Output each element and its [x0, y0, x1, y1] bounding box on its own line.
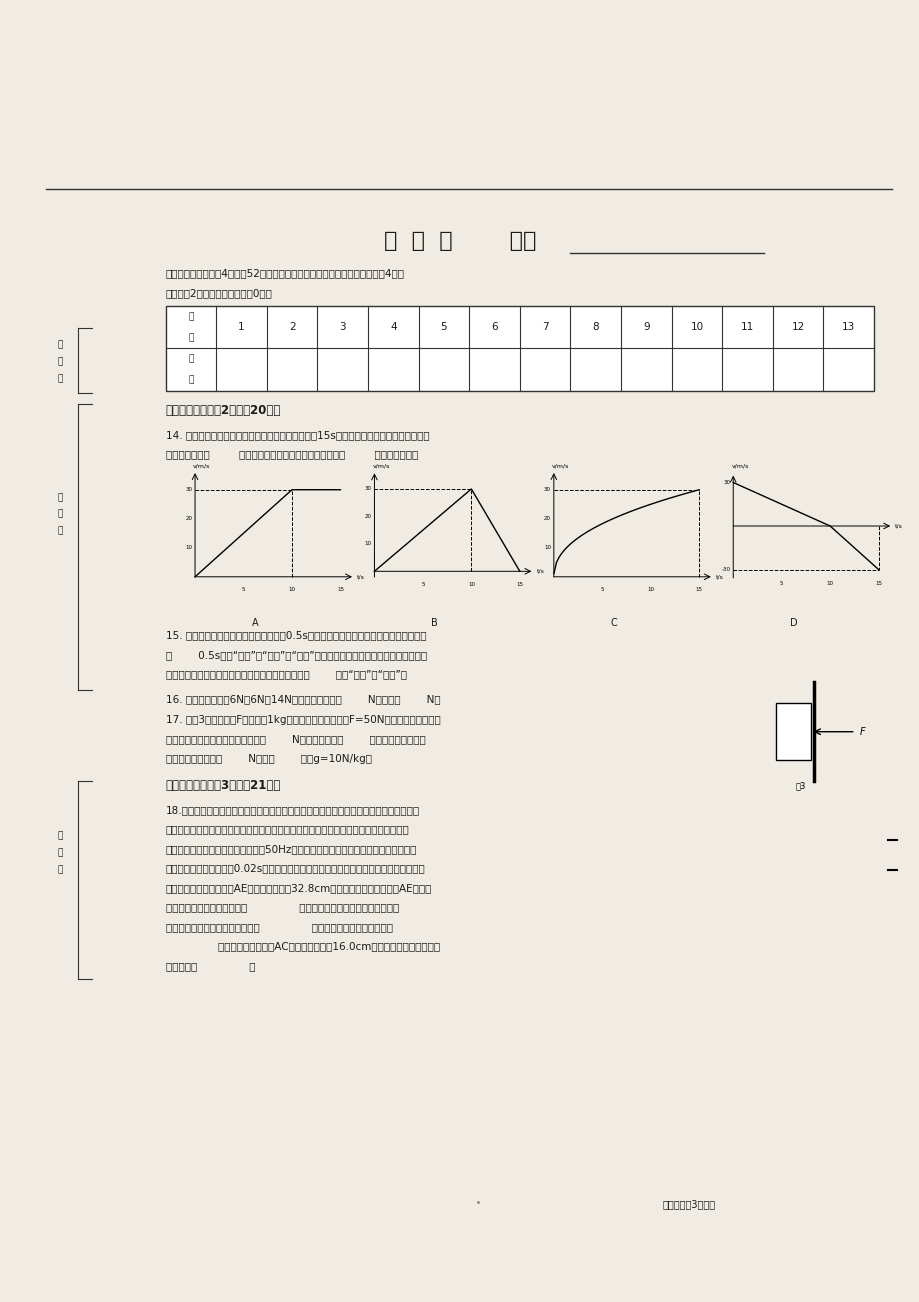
Text: 10: 10 [185, 546, 192, 551]
Text: 物体匀速下滑，物体受到的摩擦力是        N，动摩擦因数是        ，若物体静止不动，: 物体匀速下滑，物体受到的摩擦力是 N，动摩擦因数是 ，若物体静止不动， [165, 734, 425, 745]
Text: 中对应的平均速度，其大小为                ；如果进一步知道该运动为匀加速直: 中对应的平均速度，其大小为 ；如果进一步知道该运动为匀加速直 [165, 902, 399, 913]
Text: v/m/s: v/m/s [193, 464, 210, 469]
Text: 答  题  卡        总分: 答 题 卡 总分 [383, 230, 536, 251]
Text: 30: 30 [185, 487, 192, 492]
Text: 案: 案 [188, 375, 193, 384]
Text: 它受到的静摩擦力是        N，方向        。（g=10N/kg）: 它受到的静摩擦力是 N，方向 。（g=10N/kg） [165, 754, 371, 764]
Text: 5: 5 [440, 322, 447, 332]
Text: 15: 15 [874, 581, 881, 586]
Text: 20: 20 [364, 514, 371, 519]
Text: 息和规律。电磁打点计时器用频率为50Hz的交流电源，由这种打点计时器打出的相邻的: 息和规律。电磁打点计时器用频率为50Hz的交流电源，由这种打点计时器打出的相邻的 [165, 844, 416, 854]
Text: v/m/s: v/m/s [731, 464, 748, 469]
Text: ；如果两进一步测得AC两点间的距离为16.0cm，那么就可以确定该运动: ；如果两进一步测得AC两点间的距离为16.0cm，那么就可以确定该运动 [165, 941, 439, 952]
Text: 30: 30 [722, 480, 730, 484]
Text: 题: 题 [188, 312, 193, 322]
Text: B: B [431, 618, 437, 629]
Text: 5: 5 [779, 581, 783, 586]
Text: 8: 8 [592, 322, 598, 332]
Text: t/s: t/s [894, 523, 902, 529]
Text: F: F [859, 727, 865, 737]
Text: 填: 填 [57, 493, 62, 501]
Text: 9: 9 [642, 322, 649, 332]
Text: 4: 4 [390, 322, 396, 332]
Text: t/s: t/s [536, 569, 544, 574]
Text: 18.在实验室里通常用电磁打点计时器研究物体的运动。实验时让物体拉动纸带运动，纸带: 18.在实验室里通常用电磁打点计时器研究物体的运动。实验时让物体拉动纸带运动，纸… [165, 805, 419, 815]
Text: 10: 10 [543, 546, 550, 551]
Text: 择: 择 [57, 358, 62, 366]
Text: 题: 题 [57, 375, 62, 383]
Bar [775, 703, 810, 760]
Text: 高一物理关3页，第: 高一物理关3页，第 [662, 1199, 715, 1210]
Text: 验: 验 [57, 849, 62, 857]
Text: 5: 5 [600, 587, 604, 592]
Text: 1: 1 [238, 322, 244, 332]
Text: 两点间对应的时间间隔为0.02s。下图表示的是由这种打点计时器打出的某运动物体拉动的: 两点间对应的时间间隔为0.02s。下图表示的是由这种打点计时器打出的某运动物体拉… [165, 863, 425, 874]
Text: 号: 号 [188, 333, 193, 342]
Text: 20: 20 [185, 517, 192, 521]
Text: 间        0.5s（填“大于”、“小于”或“等于”）；如果空气阻力不能忽略，其大小恒定: 间 0.5s（填“大于”、“小于”或“等于”）；如果空气阻力不能忽略，其大小恒定 [165, 650, 426, 660]
Text: 上每隔相等的时间就被打上一个点。通过测量这些点之间的距离，就可获取物体运动的信: 上每隔相等的时间就被打上一个点。通过测量这些点之间的距离，就可获取物体运动的信 [165, 824, 409, 835]
Text: 选: 选 [57, 341, 62, 349]
Text: t/s: t/s [357, 574, 365, 579]
Text: -30: -30 [720, 568, 730, 572]
Text: 10: 10 [468, 582, 474, 587]
Text: 的加速度为                。: 的加速度为 。 [165, 961, 255, 971]
Text: A: A [252, 618, 258, 629]
Text: 一、选择题（每小题4分，內52分，每小题有一个或多个选项正确，全部选对4分，: 一、选择题（每小题4分，內52分，每小题有一个或多个选项正确，全部选对4分， [165, 268, 404, 279]
Text: 7: 7 [541, 322, 548, 332]
Text: D: D [789, 618, 797, 629]
Text: 15: 15 [516, 582, 523, 587]
Text: 13: 13 [841, 322, 855, 332]
Text: 15: 15 [695, 587, 702, 592]
Text: 15. 秋天，熟透的苹果从树上落下，经过0.5s到达地面。若没有空气阻力，则苹果下落时: 15. 秋天，熟透的苹果从树上落下，经过0.5s到达地面。若没有空气阻力，则苹果… [165, 630, 425, 641]
Text: 三、实验题（每穲3分，共21分）: 三、实验题（每穲3分，共21分） [165, 779, 280, 792]
Text: C: C [610, 618, 617, 629]
Text: 2: 2 [289, 322, 295, 332]
Text: 15: 15 [336, 587, 344, 592]
Text: v/m/s: v/m/s [551, 464, 569, 469]
Text: 11: 11 [740, 322, 754, 332]
Text: 3: 3 [339, 322, 346, 332]
Text: 5: 5 [242, 587, 245, 592]
Text: 10: 10 [289, 587, 295, 592]
Text: 二、填空题（每穲2分，共20分）: 二、填空题（每穲2分，共20分） [165, 404, 280, 417]
Text: 5: 5 [421, 582, 425, 587]
Text: 14. 有四个沿着同一直线做变速直线运动的物体经过15s，其速度图象如图所示，那么其中: 14. 有四个沿着同一直线做变速直线运动的物体经过15s，其速度图象如图所示，那… [165, 430, 429, 440]
Text: 16. 三个人小分别为6N、6N、14N的力的合力最大为        N，最小为        N。: 16. 三个人小分别为6N、6N、14N的力的合力最大为 N，最小为 N。 [165, 694, 440, 704]
Text: 且与苹果的质量无关，那么苹果落地的时间与其质量        （填“有关”或“无关”）: 且与苹果的质量无关，那么苹果落地的时间与其质量 （填“有关”或“无关”） [165, 669, 406, 680]
Text: 纸带中的一段。如果测得AE两点间的距离为32.8cm，那么就可以确定物体在AE段运动: 纸带中的一段。如果测得AE两点间的距离为32.8cm，那么就可以确定物体在AE段… [165, 883, 432, 893]
Text: 线运动，那么就可以确定该物体在                点对应的瞬时速度，其大小为: 线运动，那么就可以确定该物体在 点对应的瞬时速度，其大小为 [165, 922, 392, 932]
Text: 30: 30 [543, 487, 550, 492]
Bar [165, 306, 873, 391]
Text: 6: 6 [491, 322, 497, 332]
Text: 10: 10 [689, 322, 703, 332]
Text: 实: 实 [57, 832, 62, 840]
Text: 30: 30 [364, 487, 371, 491]
Text: 选不全得2分，有选错或不答的0分）: 选不全得2分，有选错或不答的0分） [165, 288, 272, 298]
Text: 答: 答 [188, 354, 193, 363]
Text: 10: 10 [826, 581, 833, 586]
Text: 10: 10 [364, 542, 371, 547]
Text: 题: 题 [57, 866, 62, 874]
Text: v/m/s: v/m/s [372, 464, 390, 469]
Text: 20: 20 [543, 517, 550, 521]
Text: 题: 题 [57, 527, 62, 535]
Text: t/s: t/s [715, 574, 723, 579]
Text: 12: 12 [790, 322, 804, 332]
Text: 10: 10 [647, 587, 653, 592]
Text: 17. 如图3所示，用力F将质量为1kg的物体压在竖直墙上，F=50N，方向垂直于墙，若: 17. 如图3所示，用力F将质量为1kg的物体压在竖直墙上，F=50N，方向垂直… [165, 715, 440, 725]
Text: 位移最大的是图         所表示的物体，能够回到出发点的是图         所表示的物体。: 位移最大的是图 所表示的物体，能够回到出发点的是图 所表示的物体。 [165, 449, 417, 460]
Text: 图3: 图3 [794, 781, 805, 790]
Text: 空: 空 [57, 510, 62, 518]
